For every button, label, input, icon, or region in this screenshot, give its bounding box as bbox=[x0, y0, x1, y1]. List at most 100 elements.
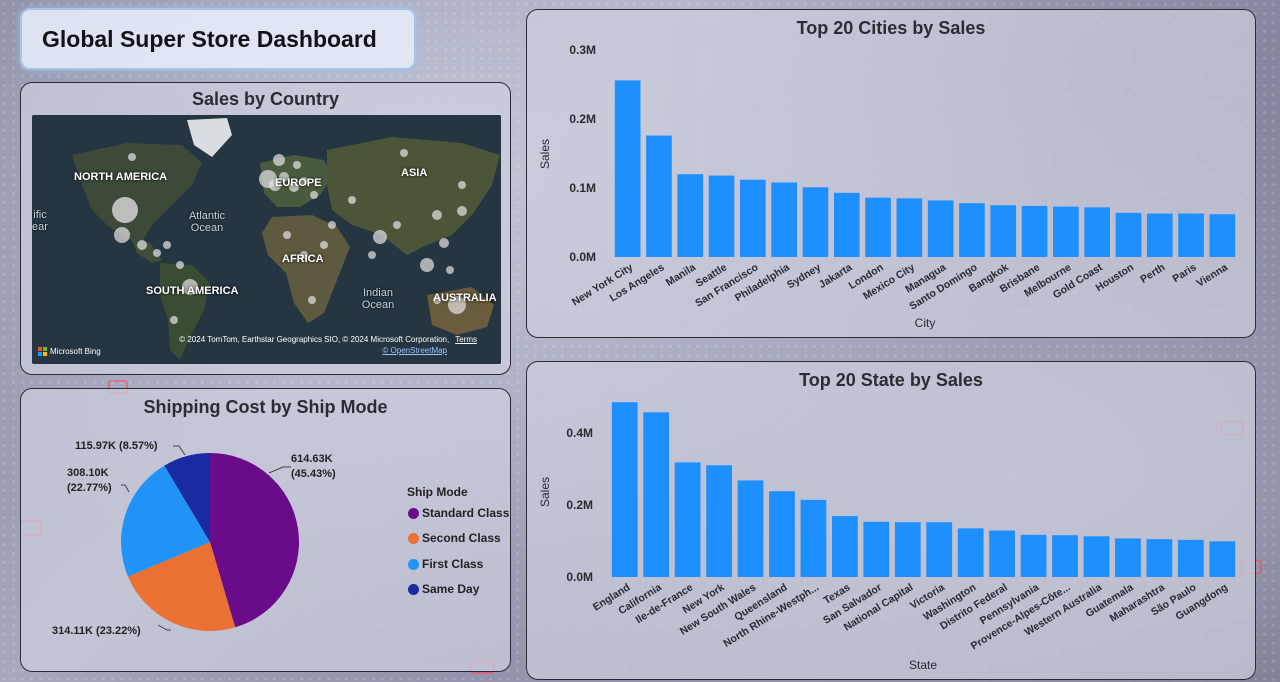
top-cities-panel[interactable]: Top 20 Cities by Sales 0.0M 0.1M 0.2M 0.3M N… bbox=[526, 9, 1256, 338]
bar[interactable] bbox=[677, 174, 704, 257]
legend-dot-icon bbox=[408, 532, 419, 544]
pie-slice[interactable] bbox=[127, 542, 236, 631]
pie-chart[interactable] bbox=[21, 389, 512, 673]
bar[interactable] bbox=[802, 187, 829, 257]
map-title: Sales by Country bbox=[191, 89, 340, 109]
bar[interactable] bbox=[1178, 213, 1204, 257]
y-tick-label: 0.1M bbox=[569, 181, 596, 195]
bar[interactable] bbox=[708, 175, 735, 257]
legend-label: Second Class bbox=[422, 531, 501, 545]
bar[interactable] bbox=[740, 179, 766, 257]
y-axis-label: Sales bbox=[538, 139, 552, 169]
bar[interactable] bbox=[1083, 536, 1110, 577]
pie-title: Shipping Cost by Ship Mode bbox=[143, 397, 388, 417]
bar[interactable] bbox=[674, 462, 701, 577]
label-pacific-ocean: ific ean bbox=[32, 209, 48, 233]
bar[interactable] bbox=[1177, 539, 1204, 577]
bar[interactable] bbox=[706, 465, 732, 577]
landmass-africa bbox=[262, 215, 350, 323]
legend-item-same-day[interactable]: Same Day bbox=[408, 582, 479, 596]
pie-slice[interactable] bbox=[210, 453, 300, 628]
bar[interactable] bbox=[611, 402, 638, 577]
bar[interactable] bbox=[896, 198, 923, 257]
landmass-asia bbox=[327, 137, 500, 255]
y-tick-label: 0.2M bbox=[569, 112, 596, 126]
bar[interactable] bbox=[643, 412, 670, 577]
pie-label-standard: 614.63K (45.43%) bbox=[291, 452, 336, 482]
pie-leader-line bbox=[173, 445, 186, 456]
legend-item-first-class[interactable]: First Class bbox=[408, 557, 483, 571]
bing-label: Microsoft Bing bbox=[50, 347, 101, 356]
bar[interactable] bbox=[926, 522, 953, 577]
label-australia: AUSTRALIA bbox=[433, 292, 497, 304]
bar[interactable] bbox=[957, 528, 984, 577]
bar[interactable] bbox=[959, 203, 985, 257]
bar[interactable] bbox=[1084, 207, 1110, 257]
pie-slice[interactable] bbox=[121, 465, 210, 577]
shipping-cost-panel[interactable]: Shipping Cost by Ship Mode 614.63K (45.4… bbox=[20, 388, 511, 672]
bar[interactable] bbox=[646, 135, 672, 257]
x-tick-label: Vienna bbox=[1195, 261, 1231, 289]
bar[interactable] bbox=[989, 530, 1016, 577]
x-tick-label: Perth bbox=[1138, 261, 1167, 285]
pie-label-second: 314.11K (23.22%) bbox=[52, 625, 141, 637]
bar[interactable] bbox=[1052, 535, 1078, 577]
bar[interactable] bbox=[1209, 541, 1236, 577]
bar[interactable] bbox=[1053, 206, 1079, 257]
bar[interactable] bbox=[863, 521, 890, 577]
bar[interactable] bbox=[831, 516, 858, 577]
bar[interactable] bbox=[1146, 213, 1173, 257]
legend-label: First Class bbox=[422, 557, 484, 571]
states-bar-chart[interactable]: 0.0M0.2M0.4MEnglandCaliforniaIle-de-Fran… bbox=[527, 362, 1257, 681]
bar[interactable] bbox=[1209, 214, 1236, 257]
label-south-america: SOUTH AMERICA bbox=[146, 285, 239, 297]
bar[interactable] bbox=[894, 522, 921, 577]
legend-item-standard-class[interactable]: Standard Class bbox=[408, 506, 509, 520]
x-axis-label: State bbox=[909, 658, 937, 672]
legend-label: Standard Class bbox=[422, 506, 510, 520]
pie-label-standard-value: 614.63K bbox=[291, 453, 333, 465]
world-map[interactable]: NORTH AMERICA EUROPE ASIA AFRICA SOUTH A… bbox=[32, 115, 501, 364]
bar[interactable] bbox=[1115, 538, 1141, 577]
map-terms-link[interactable]: Terms bbox=[455, 335, 477, 344]
y-tick-label: 0.4M bbox=[566, 426, 593, 440]
x-tick-label: Paris bbox=[1170, 261, 1198, 285]
legend-item-second-class[interactable]: Second Class bbox=[408, 531, 501, 545]
dashboard-title-box: Global Super Store Dashboard bbox=[20, 8, 416, 70]
sales-by-country-panel[interactable]: Sales by Country bbox=[20, 82, 511, 375]
pie-leader-line bbox=[268, 466, 291, 474]
y-tick-label: 0.3M bbox=[569, 43, 596, 57]
legend-dot-icon bbox=[408, 583, 419, 595]
bar[interactable] bbox=[771, 182, 797, 257]
map-attribution: © 2024 TomTom, Earthstar Geographics SIO… bbox=[179, 335, 477, 344]
openstreetmap-link[interactable]: © OpenStreetMap bbox=[382, 346, 447, 355]
pie-label-standard-pct: (45.43%) bbox=[291, 468, 336, 480]
bar[interactable] bbox=[614, 80, 641, 257]
label-atlantic-ocean: Atlantic Ocean bbox=[188, 210, 226, 234]
pie-slice[interactable] bbox=[164, 453, 210, 542]
bar[interactable] bbox=[865, 197, 891, 257]
legend-dot-icon bbox=[408, 507, 419, 519]
bar[interactable] bbox=[769, 491, 795, 577]
y-tick-label: 0.0M bbox=[566, 570, 593, 584]
bar[interactable] bbox=[833, 192, 860, 257]
y-axis-label: Sales bbox=[538, 477, 552, 507]
bar[interactable] bbox=[927, 200, 954, 257]
map-canvas[interactable] bbox=[32, 115, 501, 364]
bar[interactable] bbox=[1115, 212, 1142, 257]
map-attribution-text: © 2024 TomTom, Earthstar Geographics SIO… bbox=[179, 335, 450, 344]
pie-label-first-value: 308.10K bbox=[67, 467, 109, 479]
y-tick-label: 0.2M bbox=[566, 498, 593, 512]
label-asia: ASIA bbox=[401, 167, 428, 179]
bar[interactable] bbox=[737, 480, 764, 577]
bar[interactable] bbox=[800, 499, 827, 577]
top-states-panel[interactable]: Top 20 State by Sales 0.0M 0.2M 0.4M Englan… bbox=[526, 361, 1256, 680]
label-indian-ocean: Indian Ocean bbox=[361, 287, 395, 311]
bar[interactable] bbox=[990, 205, 1017, 257]
pie-leader-line bbox=[121, 484, 130, 493]
bar[interactable] bbox=[1020, 534, 1047, 577]
legend-dot-icon bbox=[408, 558, 419, 570]
bar[interactable] bbox=[1146, 539, 1173, 577]
bar[interactable] bbox=[1021, 205, 1048, 257]
